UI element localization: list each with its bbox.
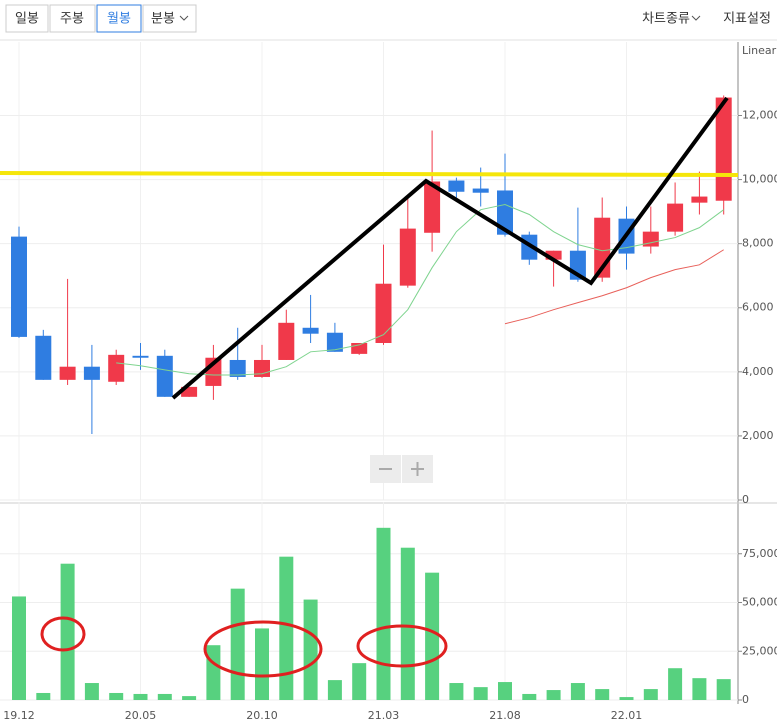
drawn-ellipse xyxy=(40,616,86,652)
candle-body xyxy=(642,231,659,247)
candle-body xyxy=(132,355,149,358)
volume-bar xyxy=(255,628,269,700)
candle-body xyxy=(278,322,295,360)
candle-body xyxy=(448,180,465,192)
tab[interactable] xyxy=(5,4,49,33)
volume-bar xyxy=(570,683,585,700)
volume-bar xyxy=(643,689,658,700)
volume-bar xyxy=(716,679,731,700)
plot: 0 2,000 4,000 6,000 8,000 10,000 12,000 0 25,000… xyxy=(0,42,777,722)
candle-body xyxy=(108,354,125,382)
volume-bar xyxy=(133,693,148,700)
scale-label: Linear xyxy=(742,44,777,57)
menu-label[interactable]: 지표설정 xyxy=(723,12,771,27)
tab-label[interactable]: 분봉 xyxy=(151,12,175,27)
candle-body xyxy=(667,203,684,232)
volume-bar xyxy=(230,588,245,700)
volume-bar xyxy=(182,696,197,700)
moving-average xyxy=(504,249,724,325)
candle-body xyxy=(472,188,489,193)
zoom-control xyxy=(370,455,433,483)
candle-body xyxy=(181,386,198,397)
y-tick-label: 0 xyxy=(742,493,749,506)
volume-bar xyxy=(449,683,464,700)
x-tick-label: 21.03 xyxy=(368,709,400,722)
volume-bar xyxy=(473,687,488,700)
drawn-ellipse xyxy=(356,624,448,668)
candle-body xyxy=(375,283,392,343)
tab-label[interactable]: 주봉 xyxy=(60,12,84,27)
candle-body xyxy=(691,196,708,203)
y-tick-label: 6,000 xyxy=(742,301,774,314)
volume-bar xyxy=(206,645,221,700)
tab[interactable] xyxy=(142,4,197,33)
candle-body xyxy=(399,228,416,286)
menu-label[interactable]: 차트종류 xyxy=(642,12,690,27)
chevron xyxy=(691,15,701,21)
candle-body xyxy=(326,332,343,352)
candle-body xyxy=(11,236,27,337)
candle-body xyxy=(351,342,368,354)
tab-active[interactable] xyxy=(96,4,142,33)
y-tick-label: 0 xyxy=(742,693,749,706)
y-tick-label: 75,000,000 xyxy=(742,547,777,560)
volume-bar xyxy=(498,682,512,700)
y-tick-label: 10,000 xyxy=(742,173,777,186)
moving-average xyxy=(116,204,724,376)
candle-body xyxy=(156,355,173,397)
candle-body xyxy=(35,335,52,380)
volume-bar xyxy=(595,689,610,700)
volume-bar xyxy=(522,693,537,700)
volume-bar xyxy=(303,599,318,700)
volume-bar xyxy=(327,680,342,700)
volume-bar xyxy=(36,692,51,700)
y-tick-label: 4,000 xyxy=(742,365,774,378)
tab-label[interactable]: 월봉 xyxy=(107,12,131,27)
volume-bar xyxy=(400,547,415,700)
volume-bar xyxy=(109,692,124,700)
volume-bar xyxy=(668,668,683,700)
y-tick-label: 8,000 xyxy=(742,237,774,250)
volume-bar xyxy=(84,683,99,700)
x-tick-label: 21.08 xyxy=(489,709,521,722)
volume-bar xyxy=(352,663,367,700)
x-tick-label: 20.10 xyxy=(246,709,278,722)
volume-bar xyxy=(425,572,440,700)
candle-body xyxy=(59,366,76,380)
volume-bar xyxy=(60,563,75,700)
y-tick-label: 50,000,000 xyxy=(742,596,777,609)
y-tick-label: 12,000 xyxy=(742,108,777,121)
volume-bar xyxy=(12,596,26,700)
candle-body xyxy=(497,190,513,235)
drawn-ellipse xyxy=(203,620,323,678)
annotations xyxy=(0,96,739,678)
candle-body xyxy=(302,327,319,334)
drawn-zigzag xyxy=(171,96,729,400)
candle-body xyxy=(83,366,100,380)
x-tick-label: 20.05 xyxy=(125,709,157,722)
x-tick-label: 19.12 xyxy=(3,709,35,722)
candle-body xyxy=(545,250,562,260)
volume-bar xyxy=(546,690,561,700)
toolbar: 일봉 주봉 월봉 분봉 차트종류 지표설정 xyxy=(0,4,777,41)
volume-bar xyxy=(157,693,172,700)
volume-bar xyxy=(279,556,294,700)
chevron xyxy=(179,15,189,21)
x-tick-label: 22.01 xyxy=(611,709,643,722)
volume-bar xyxy=(619,697,634,700)
drawn-line xyxy=(0,171,739,177)
tab[interactable] xyxy=(49,4,96,33)
volume-bar xyxy=(692,678,707,700)
candle-body xyxy=(229,359,246,377)
tab-label[interactable]: 일봉 xyxy=(15,12,39,27)
y-tick-label: 25,000,000 xyxy=(742,644,777,657)
volume-bar xyxy=(376,527,391,700)
y-tick-label: 2,000 xyxy=(742,429,774,442)
candle-body xyxy=(424,181,441,233)
